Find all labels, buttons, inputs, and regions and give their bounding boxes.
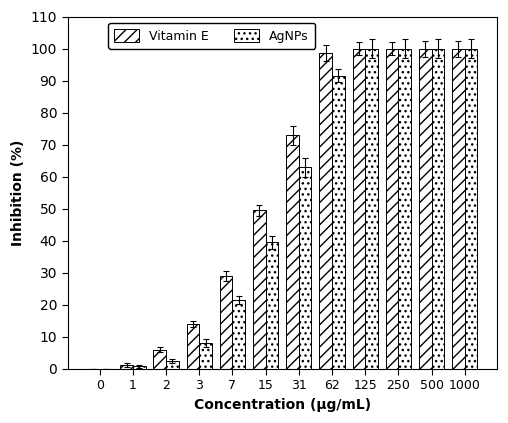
Bar [253,210,266,369]
Bar [465,49,478,369]
Bar [365,49,378,369]
Bar [299,167,311,369]
Y-axis label: Inhibition (%): Inhibition (%) [11,140,25,246]
Bar [452,49,465,369]
Bar [353,49,365,369]
Bar [398,49,411,369]
Bar [220,276,233,369]
X-axis label: Concentration (μg/mL): Concentration (μg/mL) [194,398,371,412]
Bar [266,242,278,369]
Bar [186,324,199,369]
Bar [120,365,133,369]
Bar [199,343,212,369]
Bar [320,53,332,369]
Bar [233,300,245,369]
Bar [432,49,444,369]
Bar [166,361,179,369]
Bar [332,76,344,369]
Bar [286,135,299,369]
Legend: Vitamin E, AgNPs: Vitamin E, AgNPs [108,23,315,49]
Bar [386,49,398,369]
Bar [133,366,145,369]
Bar [153,350,166,369]
Bar [419,49,432,369]
